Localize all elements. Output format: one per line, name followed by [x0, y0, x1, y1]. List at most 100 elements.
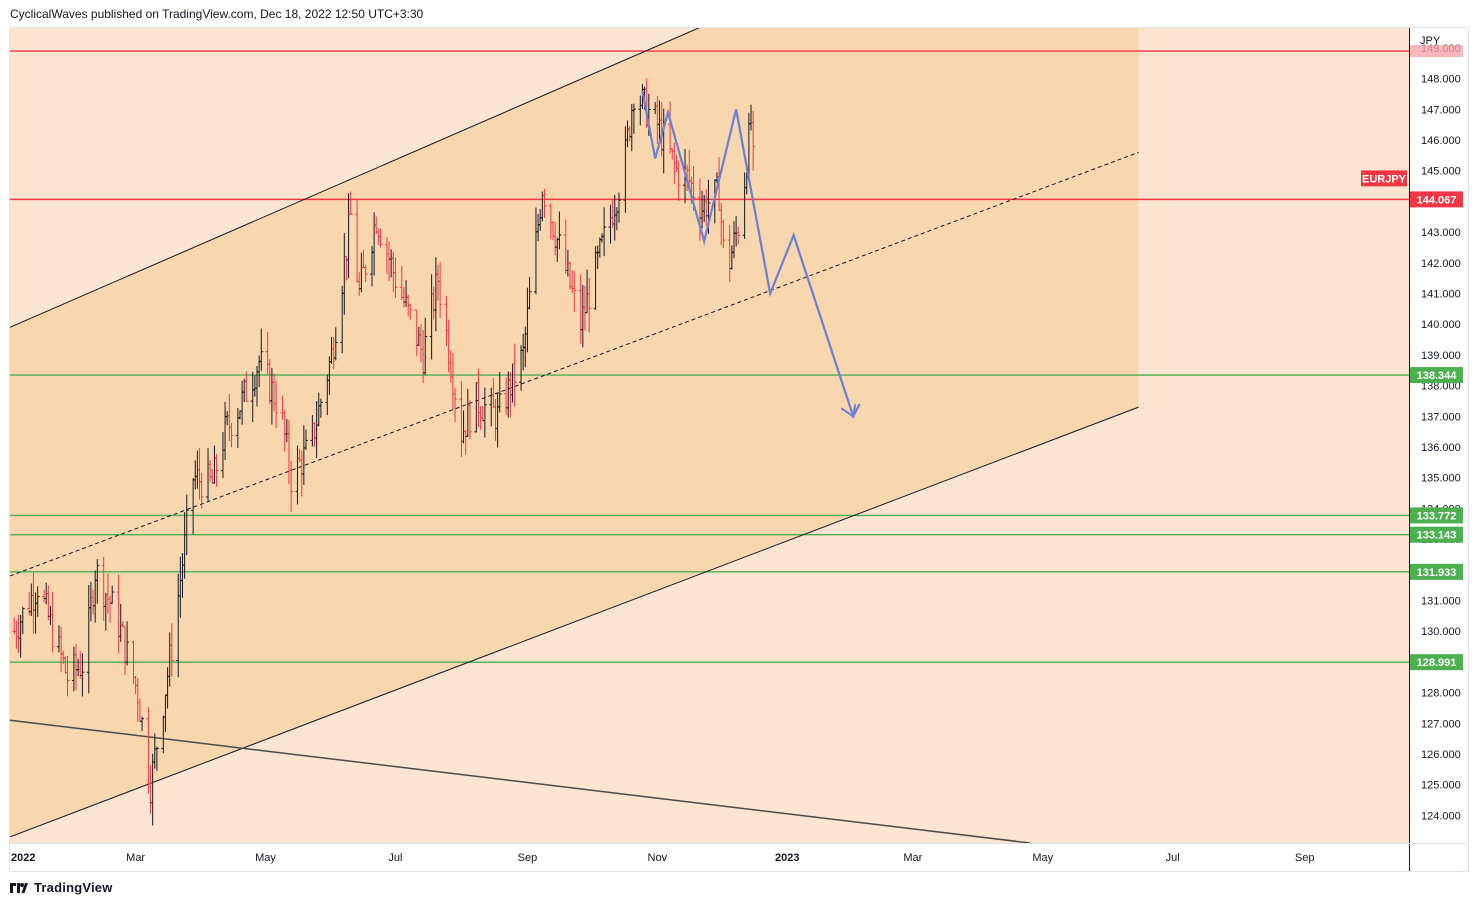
price-tick-label: 139.000	[1421, 350, 1461, 362]
channel-midline[interactable]	[10, 151, 1139, 577]
price-tick-label: 145.000	[1421, 166, 1461, 178]
publisher-attribution: CyclicalWaves published on TradingView.c…	[10, 7, 424, 21]
ohlc-bar	[50, 591, 55, 653]
channel-upper-line[interactable]	[10, 17, 723, 328]
ohlc-bar	[110, 585, 115, 604]
ohlc-bar	[95, 559, 100, 604]
ohlc-bar	[140, 716, 145, 732]
symbol-badge: EURJPY	[1361, 170, 1407, 187]
ohlc-bar	[497, 372, 502, 413]
price-tick-label: 126.000	[1421, 749, 1461, 761]
ohlc-bar	[602, 207, 607, 257]
ohlc-bar	[393, 257, 398, 298]
price-tick-label: 137.000	[1421, 411, 1461, 423]
projection-path[interactable]	[641, 90, 861, 420]
price-tick-label: 135.000	[1421, 473, 1461, 485]
ohlc-bar	[631, 103, 636, 134]
price-tick-label: 131.000	[1421, 595, 1461, 607]
time-tick-label: May	[1032, 852, 1053, 864]
ohlc-bar	[736, 226, 741, 245]
ohlc-bar	[125, 621, 130, 666]
ohlc-bar	[363, 264, 368, 283]
ohlc-bar	[303, 429, 308, 451]
ohlc-bar	[453, 388, 458, 423]
ohlc-bar	[676, 160, 681, 201]
svg-text:133.772: 133.772	[1417, 510, 1457, 522]
svg-text:128.991: 128.991	[1417, 657, 1457, 669]
svg-text:131.933: 131.933	[1417, 567, 1457, 579]
time-tick-label: May	[255, 852, 276, 864]
ohlc-bar	[482, 387, 487, 438]
price-tick-label: 127.000	[1421, 718, 1461, 730]
channel-lower-line[interactable]	[10, 406, 1139, 838]
ohlc-bar	[751, 110, 756, 171]
long-trendline[interactable]	[10, 719, 1031, 843]
price-level-label: 133.772	[1410, 507, 1463, 524]
price-tick-label: 124.000	[1421, 810, 1461, 822]
ohlc-bar	[289, 460, 294, 512]
ohlc-bar	[721, 219, 726, 248]
ohlc-bar	[512, 343, 517, 407]
time-tick-label: Nov	[648, 852, 668, 864]
time-tick-label: Jul	[1166, 852, 1180, 864]
time-tick-label: Mar	[903, 852, 922, 864]
ohlc-bar	[617, 192, 622, 223]
ohlc-bar	[557, 211, 562, 250]
price-tick-label: 128.000	[1421, 688, 1461, 700]
ohlc-bar	[274, 381, 279, 429]
ohlc-bar	[527, 277, 532, 310]
price-tick-label: 147.000	[1421, 104, 1461, 116]
ohlc-bar	[423, 317, 428, 375]
price-level-label: 131.933	[1410, 563, 1463, 580]
ohlc-bar	[35, 586, 40, 617]
projection-arrowhead	[840, 404, 857, 419]
channel-fill	[10, 28, 1139, 837]
svg-text:133.143: 133.143	[1417, 530, 1457, 542]
svg-text:144.067: 144.067	[1417, 194, 1457, 206]
price-tick-label: 141.000	[1421, 289, 1461, 301]
price-level-label: 144.067	[1410, 191, 1463, 208]
time-tick-label: Mar	[126, 852, 145, 864]
ohlc-bar	[199, 472, 204, 509]
upper-level-marker	[1410, 45, 1463, 58]
ohlc-bar	[318, 398, 323, 418]
ohlc-bar	[184, 494, 189, 556]
ohlc-bar	[229, 423, 234, 448]
time-tick-label: 2023	[775, 852, 799, 864]
time-tick-label: Sep	[518, 852, 538, 864]
price-tick-label: 142.000	[1421, 258, 1461, 270]
ohlc-bar	[214, 453, 219, 487]
ohlc-bar	[333, 327, 338, 361]
tradingview-brand: TradingView	[34, 880, 113, 895]
svg-text:EURJPY: EURJPY	[1362, 173, 1407, 185]
ohlc-bar	[20, 606, 25, 635]
price-tick-label: 148.000	[1421, 74, 1461, 86]
ohlc-bar	[169, 623, 174, 677]
ohlc-bar	[572, 270, 577, 312]
price-tick-label: 140.000	[1421, 319, 1461, 331]
currency-label: JPY	[1420, 35, 1441, 47]
price-tick-label: 136.000	[1421, 442, 1461, 454]
ohlc-bar	[587, 277, 592, 333]
ohlc-bar	[244, 371, 249, 402]
price-level-label: 133.143	[1410, 526, 1463, 543]
svg-text:138.344: 138.344	[1417, 370, 1458, 382]
ohlc-bar	[438, 261, 443, 319]
price-level-label: 138.344	[1410, 367, 1463, 384]
time-tick-label: Sep	[1295, 852, 1315, 864]
price-tick-label: 143.000	[1421, 227, 1461, 239]
price-tick-label: 146.000	[1421, 135, 1461, 147]
price-tick-label: 130.000	[1421, 626, 1461, 638]
ohlc-bar	[80, 653, 85, 697]
time-tick-label: Jul	[388, 852, 402, 864]
ohlc-bar	[542, 188, 547, 219]
price-level-label: 128.991	[1410, 654, 1463, 671]
tradingview-logo-icon	[10, 882, 28, 893]
ohlc-bar	[348, 191, 353, 215]
ohlc-bar	[259, 328, 264, 371]
ohlc-bar	[408, 303, 413, 320]
footer: TradingView	[10, 880, 113, 895]
price-tick-label: 125.000	[1421, 780, 1461, 792]
chart-frame	[9, 27, 1469, 872]
